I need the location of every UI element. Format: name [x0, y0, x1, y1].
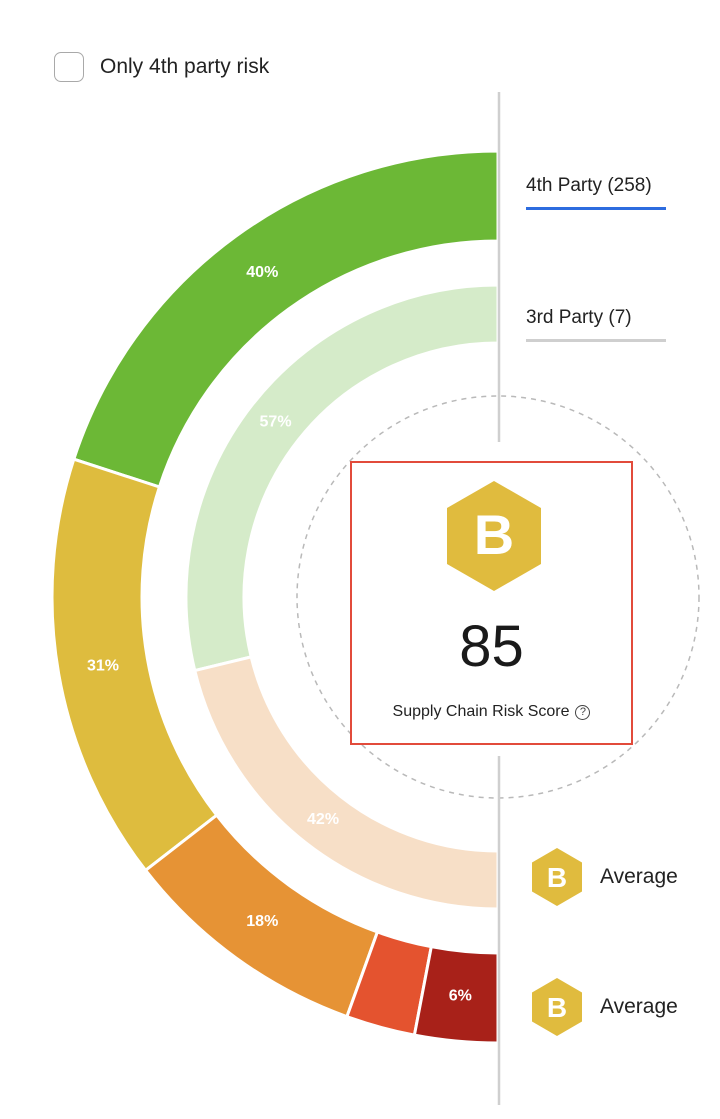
score-caption-row: Supply Chain Risk Score ?: [352, 703, 631, 721]
ring-0-segment-0-label: 40%: [246, 264, 278, 281]
tab-3rd-party[interactable]: 3rd Party (7): [526, 307, 666, 342]
grade-letter: B: [547, 862, 567, 893]
ring-1-segment-1-label: 42%: [307, 811, 339, 828]
grade-b-small-hexagon-icon: B: [532, 978, 582, 1036]
ring-0-segment-4-label: 6%: [449, 988, 472, 1005]
question-circle-icon[interactable]: ?: [575, 704, 591, 720]
ring-0-segment-2-label: 18%: [246, 913, 278, 930]
ring-1-segment-0-label: 57%: [260, 414, 292, 431]
score-value: 85: [459, 614, 524, 679]
grade-row-4th-party: B Average: [530, 848, 678, 906]
only-4th-party-checkbox[interactable]: [54, 52, 84, 82]
grade-label: Average: [600, 995, 678, 1018]
only-4th-party-checkbox-row[interactable]: Only 4th party risk: [54, 50, 269, 84]
grade-label: Average: [600, 865, 678, 888]
grade-letter: B: [547, 992, 567, 1023]
only-4th-party-label: Only 4th party risk: [100, 55, 270, 78]
supply-chain-score-card: B 85 Supply Chain Risk Score ?: [350, 461, 633, 745]
grade-b-small-hexagon-icon: B: [532, 848, 582, 906]
score-grade-letter: B: [474, 503, 514, 566]
grade-b-hexagon-icon: B: [447, 481, 541, 591]
grade-row-3rd-party: B Average: [530, 978, 678, 1036]
tab-4th-party[interactable]: 4th Party (258): [526, 175, 666, 210]
ring-0-segment-1-label: 31%: [87, 657, 119, 674]
score-dashed-circle: [296, 395, 700, 799]
score-caption: Supply Chain Risk Score: [392, 703, 570, 720]
